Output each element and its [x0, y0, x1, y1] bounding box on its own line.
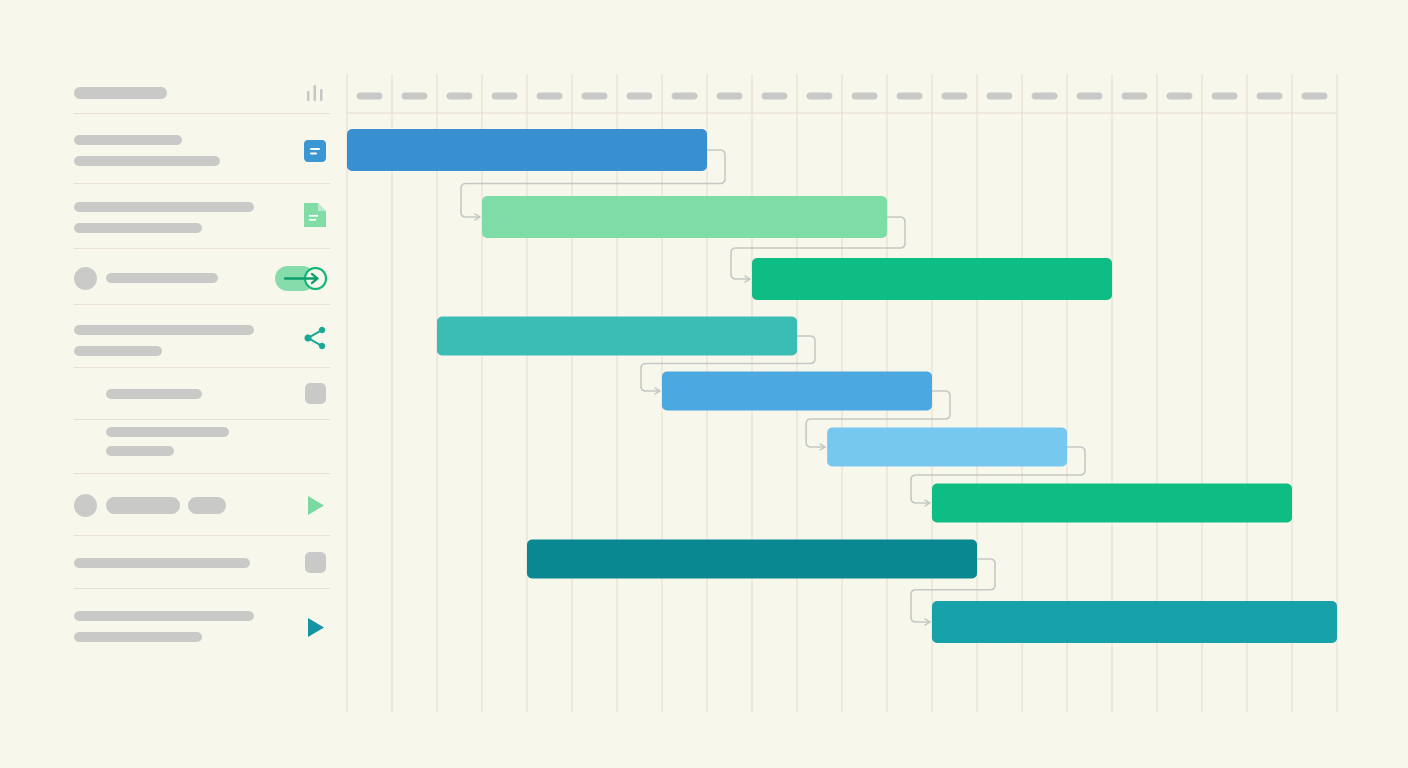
task-title-placeholder: [106, 273, 218, 283]
column-header-placeholder[interactable]: [446, 92, 473, 100]
task-bars: [347, 129, 1337, 643]
dependency-arrow: [910, 446, 1086, 507]
task-subtitle-placeholder: [74, 223, 202, 233]
dependency-arrow: [910, 558, 996, 626]
task-bar-7[interactable]: [932, 483, 1292, 523]
play-icon[interactable]: [307, 495, 325, 516]
column-header-placeholder[interactable]: [761, 92, 788, 100]
row-divider: [74, 248, 330, 249]
task-bar-9[interactable]: [932, 601, 1337, 643]
row-divider: [74, 588, 330, 589]
task-title-placeholder: [74, 202, 254, 212]
column-header-placeholder[interactable]: [1256, 92, 1283, 100]
column-header-placeholder[interactable]: [1211, 92, 1238, 100]
square-icon: [305, 383, 326, 404]
column-header-placeholder[interactable]: [1121, 92, 1148, 100]
column-header-placeholder[interactable]: [626, 92, 653, 100]
task-bar-5[interactable]: [662, 371, 932, 411]
column-header-placeholder[interactable]: [896, 92, 923, 100]
column-header-placeholder[interactable]: [851, 92, 878, 100]
task-subtitle-placeholder: [74, 156, 220, 166]
dependency-arrow: [640, 335, 816, 395]
avatar: [74, 267, 97, 290]
bar-chart-icon[interactable]: [305, 84, 325, 102]
dependency-connectors: [460, 149, 1086, 626]
column-header-placeholder[interactable]: [671, 92, 698, 100]
row-divider: [74, 535, 330, 536]
task-bar-2[interactable]: [482, 196, 887, 238]
task-title-placeholder: [106, 389, 202, 399]
task-bar-8[interactable]: [527, 539, 977, 579]
task-subtitle-placeholder: [106, 446, 174, 456]
tag-placeholder: [188, 497, 226, 514]
row-divider: [74, 304, 330, 305]
header-divider: [74, 113, 330, 114]
column-header-placeholder[interactable]: [986, 92, 1013, 100]
avatar: [74, 494, 97, 517]
column-header-placeholder[interactable]: [1031, 92, 1058, 100]
column-header-placeholder[interactable]: [941, 92, 968, 100]
task-title-placeholder: [74, 611, 254, 621]
column-header-placeholder[interactable]: [1166, 92, 1193, 100]
tag-placeholder: [106, 497, 180, 514]
timeline-header: [356, 92, 1328, 100]
column-header-placeholder[interactable]: [401, 92, 428, 100]
toggle-arrow-icon[interactable]: [275, 266, 328, 291]
square-icon: [305, 552, 326, 573]
task-list-header-placeholder: [74, 87, 167, 99]
task-title-placeholder: [74, 558, 250, 568]
row-divider: [74, 473, 330, 474]
note-icon[interactable]: [304, 140, 326, 162]
row-divider: [74, 367, 330, 368]
row-divider: [74, 183, 330, 184]
task-title-placeholder: [74, 135, 182, 145]
column-header-placeholder[interactable]: [356, 92, 383, 100]
row-divider: [74, 419, 330, 420]
column-header-placeholder[interactable]: [581, 92, 608, 100]
column-header-placeholder[interactable]: [716, 92, 743, 100]
dependency-arrow: [460, 149, 726, 221]
dependency-arrow: [730, 216, 906, 283]
column-header-placeholder[interactable]: [536, 92, 563, 100]
document-icon: [304, 203, 326, 227]
task-bar-4[interactable]: [437, 316, 797, 356]
play-icon[interactable]: [307, 617, 325, 638]
task-bar-6[interactable]: [827, 427, 1067, 467]
share-icon[interactable]: [303, 326, 327, 350]
column-header-placeholder[interactable]: [1301, 92, 1328, 100]
task-subtitle-placeholder: [74, 632, 202, 642]
task-bar-3[interactable]: [752, 258, 1112, 300]
column-header-placeholder[interactable]: [806, 92, 833, 100]
task-subtitle-placeholder: [74, 346, 162, 356]
task-title-placeholder: [74, 325, 254, 335]
column-header-placeholder[interactable]: [491, 92, 518, 100]
task-title-placeholder: [106, 427, 229, 437]
dependency-arrow: [805, 390, 951, 451]
task-bar-1[interactable]: [347, 129, 707, 171]
column-header-placeholder[interactable]: [1076, 92, 1103, 100]
